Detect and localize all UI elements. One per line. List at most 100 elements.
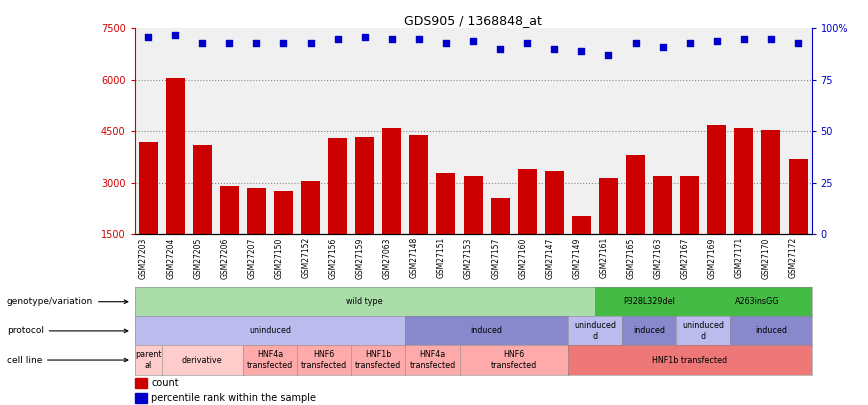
Point (195, 40, 209, 46)
Bar (545, 171, 564, 286)
Bar (707, 125, 727, 286)
Text: GSM27204: GSM27204 (166, 237, 175, 279)
Point (222, 40, 236, 46)
Text: GSM27203: GSM27203 (139, 237, 148, 279)
Text: GSM27167: GSM27167 (681, 237, 690, 279)
Text: GSM27149: GSM27149 (572, 237, 582, 279)
Point (331, 35, 345, 42)
Text: P328L329del: P328L329del (623, 297, 675, 306)
Text: GSM27170: GSM27170 (762, 237, 771, 279)
Text: GSM27157: GSM27157 (491, 237, 500, 279)
Point (466, 38, 480, 44)
Point (277, 40, 291, 46)
Text: GSM27148: GSM27148 (410, 237, 419, 278)
Text: uninduced: uninduced (249, 326, 291, 335)
Bar (220, 186, 239, 286)
Point (683, 40, 697, 46)
Point (385, 35, 398, 42)
Text: uninduced
d: uninduced d (574, 321, 616, 341)
Text: GSM27151: GSM27151 (437, 237, 446, 278)
Point (358, 33, 372, 40)
Text: GSM27205: GSM27205 (194, 237, 202, 279)
Bar (166, 78, 185, 286)
Text: GSM27160: GSM27160 (518, 237, 527, 279)
Text: induced: induced (633, 326, 665, 335)
Bar (761, 130, 780, 286)
Point (520, 40, 534, 46)
Bar (734, 128, 753, 286)
Point (602, 52, 615, 58)
Point (575, 48, 589, 54)
Text: GSM27063: GSM27063 (383, 237, 391, 279)
Text: HNF1b
transfected: HNF1b transfected (355, 350, 401, 370)
Text: GSM27150: GSM27150 (274, 237, 284, 279)
Bar (599, 178, 618, 286)
Text: GSM27169: GSM27169 (707, 237, 717, 279)
Text: GSM27163: GSM27163 (654, 237, 662, 279)
Text: GSM27159: GSM27159 (356, 237, 365, 279)
Text: GSM27172: GSM27172 (789, 237, 798, 278)
Bar (247, 188, 266, 286)
Point (304, 40, 318, 46)
Text: GSM27206: GSM27206 (220, 237, 229, 279)
Point (412, 35, 426, 42)
Text: derivative: derivative (182, 356, 222, 364)
Text: GSM27147: GSM27147 (545, 237, 555, 279)
Bar (653, 176, 672, 286)
Point (249, 40, 263, 46)
Text: HNF4a
transfected: HNF4a transfected (410, 350, 456, 370)
Text: wild type: wild type (346, 297, 383, 306)
Text: GSM27171: GSM27171 (735, 237, 744, 278)
Bar (410, 135, 429, 286)
Bar (328, 138, 347, 286)
Text: GSM27161: GSM27161 (600, 237, 608, 278)
Text: HNF1b transfected: HNF1b transfected (652, 356, 727, 364)
Bar (274, 190, 293, 286)
Point (791, 40, 805, 46)
Text: cell line: cell line (7, 356, 128, 364)
Point (548, 46, 562, 52)
Text: parent
al: parent al (135, 350, 161, 370)
Text: protocol: protocol (7, 326, 128, 335)
Bar (437, 173, 456, 286)
Text: GSM27165: GSM27165 (627, 237, 635, 279)
Text: genotype/variation: genotype/variation (7, 297, 128, 306)
Bar (517, 169, 536, 286)
Text: GSM27156: GSM27156 (329, 237, 338, 279)
Bar (464, 176, 483, 286)
Point (493, 46, 507, 52)
Bar (681, 176, 700, 286)
Text: GSM27153: GSM27153 (464, 237, 473, 279)
Bar (572, 215, 591, 286)
Text: HNF6
transfected: HNF6 transfected (301, 350, 347, 370)
Bar (301, 181, 320, 286)
Bar (788, 159, 807, 286)
Bar (135, 393, 147, 403)
Bar (355, 136, 374, 286)
Point (655, 44, 669, 50)
Text: HNF6
transfected: HNF6 transfected (490, 350, 536, 370)
Bar (490, 198, 510, 286)
Text: count: count (152, 378, 179, 388)
Point (141, 33, 155, 40)
Point (764, 35, 778, 42)
Text: A263insGG: A263insGG (735, 297, 779, 306)
Bar (382, 128, 401, 286)
Point (168, 31, 182, 38)
Text: GSM27152: GSM27152 (301, 237, 311, 278)
Point (628, 40, 642, 46)
Text: GSM27207: GSM27207 (247, 237, 256, 279)
Bar (193, 145, 212, 286)
Text: induced: induced (470, 326, 503, 335)
Point (710, 38, 724, 44)
Title: GDS905 / 1368848_at: GDS905 / 1368848_at (404, 14, 542, 27)
Text: uninduced
d: uninduced d (682, 321, 724, 341)
Bar (139, 142, 158, 286)
Point (737, 35, 751, 42)
Text: HNF4a
transfected: HNF4a transfected (247, 350, 293, 370)
Point (439, 40, 453, 46)
Bar (626, 156, 645, 286)
Text: percentile rank within the sample: percentile rank within the sample (152, 393, 317, 403)
Text: induced: induced (755, 326, 787, 335)
Bar (135, 377, 147, 388)
